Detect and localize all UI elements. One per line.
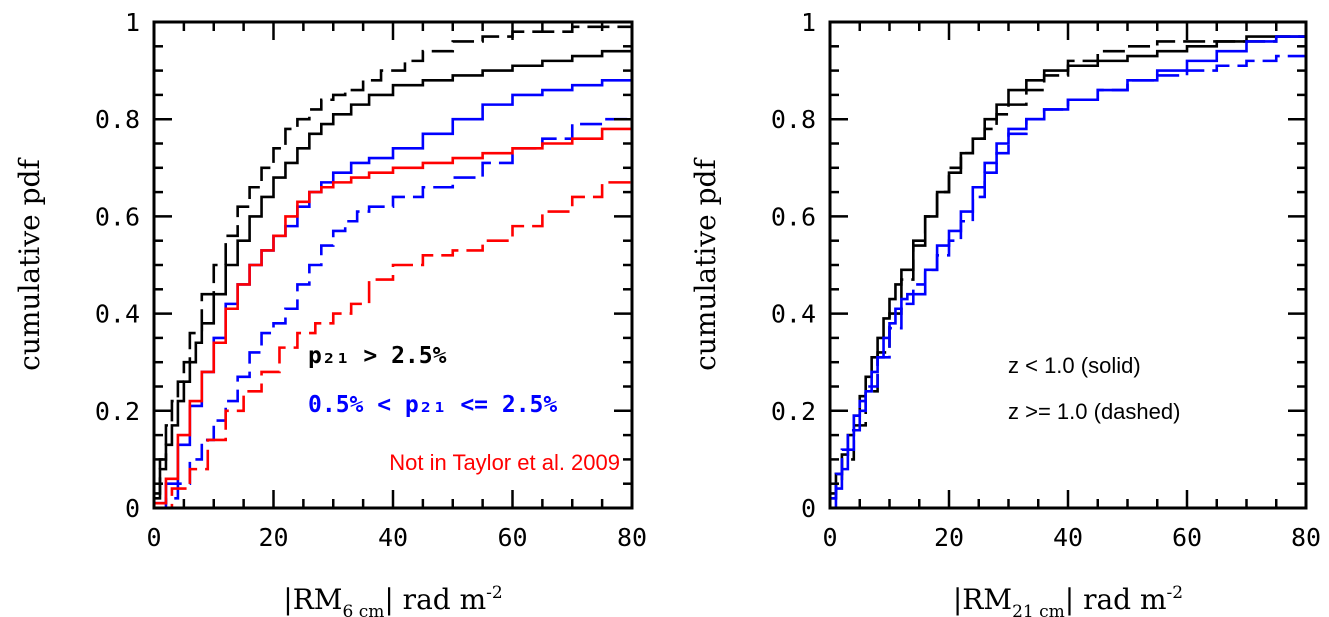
series-line-4 — [830, 51, 1306, 500]
annotation-text: 0.5% < p₂₁ <= 2.5% — [308, 392, 557, 418]
series-line-5 — [154, 119, 632, 505]
x-tick-label: 60 — [497, 523, 527, 552]
series-group — [830, 31, 1306, 508]
y-axis-label: cumulative pdf — [689, 157, 722, 371]
y-tick-label: 0 — [125, 494, 140, 523]
annotation-text: z < 1.0 (solid) — [1008, 353, 1141, 378]
annotation-text: z >= 1.0 (dashed) — [1008, 399, 1180, 424]
series-line-6 — [154, 167, 632, 508]
x-axis-label: |RM6 cm| rad m-2 — [283, 583, 502, 617]
x-tick-label: 40 — [378, 523, 408, 552]
y-tick-label: 0.6 — [95, 202, 140, 231]
chart-panel-right: 0 20 40 60 80 0 0.2 0.4 0.6 0.8 1 cumulative pdf |RM… — [689, 8, 1321, 617]
y-tick-label: 0 — [801, 494, 816, 523]
y-tick-label: 0.2 — [771, 397, 816, 426]
series-line-2 — [154, 25, 632, 495]
y-tick-label: 1 — [125, 8, 140, 37]
y-axis-label: cumulative pdf — [13, 157, 46, 371]
y-tick-label: 0.8 — [771, 105, 816, 134]
plot-frame — [828, 20, 1308, 510]
x-tick-label: 0 — [146, 523, 161, 552]
x-tick-label: 60 — [1172, 523, 1202, 552]
y-tick-label: 0.6 — [771, 202, 816, 231]
x-tick-label: 20 — [934, 523, 964, 552]
x-tick-label: 80 — [1291, 523, 1321, 552]
series-group — [154, 25, 632, 508]
annotation-text: p₂₁ > 2.5% — [308, 343, 447, 369]
y-tick-label: 0.2 — [95, 397, 140, 426]
x-tick-label: 0 — [822, 523, 837, 552]
series-line-2 — [830, 31, 1306, 500]
y-tick-label: 1 — [801, 8, 816, 37]
y-tick-label: 0.8 — [95, 105, 140, 134]
y-tick-label: 0.4 — [771, 300, 816, 329]
annotation-text: Not in Taylor et al. 2009 — [389, 450, 620, 475]
chart-panel-left: 0 20 40 60 80 0 0.2 0.4 0.6 0.8 1 cumulative pdf |RM… — [13, 8, 647, 617]
x-tick-label: 80 — [617, 523, 647, 552]
x-axis-label: |RM21 cm| rad m-2 — [953, 583, 1183, 617]
x-tick-label: 40 — [1053, 523, 1083, 552]
y-tick-label: 0.4 — [95, 300, 140, 329]
series-line-1 — [154, 46, 632, 500]
x-tick-label: 20 — [258, 523, 288, 552]
